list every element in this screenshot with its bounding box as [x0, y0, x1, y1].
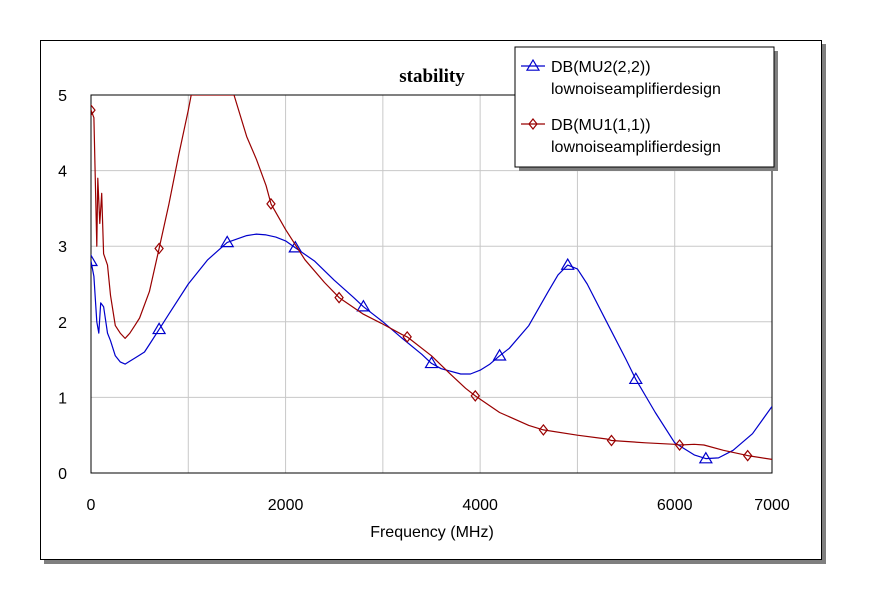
legend[interactable]: DB(MU2(2,2)) lownoiseamplifierdesign DB(…: [514, 46, 778, 171]
diamond-marker: [742, 449, 753, 462]
diamond-marker: [402, 330, 412, 343]
triangle-marker: [288, 240, 303, 253]
legend-diamond-marker: [528, 118, 538, 130]
diamond-marker: [334, 291, 344, 304]
x-tick-label: 2000: [268, 497, 304, 514]
tick-labels: 0 2000 4000 6000 7000 0 1 2 3 4 5: [58, 88, 790, 514]
y-tick-label: 4: [58, 164, 67, 181]
triangle-marker: [356, 299, 371, 312]
diamond-marker: [154, 242, 164, 255]
triangle-marker: [628, 372, 643, 385]
legend-series-2-source: lownoiseamplifierdesign: [551, 139, 721, 156]
y-tick-label: 0: [58, 466, 67, 483]
diamond-marker: [606, 434, 617, 447]
series-1-line: [91, 233, 772, 460]
x-tick-label: 0: [87, 497, 96, 514]
triangle-marker: [152, 322, 167, 335]
triangle-marker: [560, 257, 575, 270]
plot-area: [90, 94, 773, 474]
diamond-marker: [91, 104, 96, 117]
x-tick-label: 4000: [462, 497, 498, 514]
series-2-line: [91, 95, 772, 460]
triangle-marker: [424, 356, 439, 369]
triangle-marker: [698, 451, 713, 464]
triangle-marker: [492, 348, 507, 361]
y-tick-label: 2: [58, 315, 67, 332]
diamond-marker: [538, 423, 549, 436]
triangle-marker: [91, 254, 99, 267]
diamond-marker: [266, 197, 276, 210]
x-tick-label: 7000: [754, 497, 790, 514]
legend-box: [514, 46, 775, 168]
x-axis-label: Frequency (MHz): [370, 524, 494, 541]
series-2: [91, 95, 772, 462]
triangle-marker: [220, 235, 235, 248]
legend-series-1-name: DB(MU2(2,2)): [551, 59, 651, 76]
x-tick-label: 6000: [657, 497, 693, 514]
legend-series-2-name: DB(MU1(1,1)): [551, 117, 651, 134]
y-tick-label: 1: [58, 390, 67, 407]
legend-triangle-marker: [525, 58, 541, 71]
series-1: [91, 233, 772, 464]
chart-title: stability: [399, 66, 465, 87]
curves: [91, 95, 772, 464]
legend-series-1-source: lownoiseamplifierdesign: [551, 81, 721, 98]
y-tick-label: 5: [58, 88, 67, 105]
y-tick-label: 3: [58, 239, 67, 256]
diamond-marker: [470, 389, 481, 402]
diamond-marker: [674, 439, 685, 451]
